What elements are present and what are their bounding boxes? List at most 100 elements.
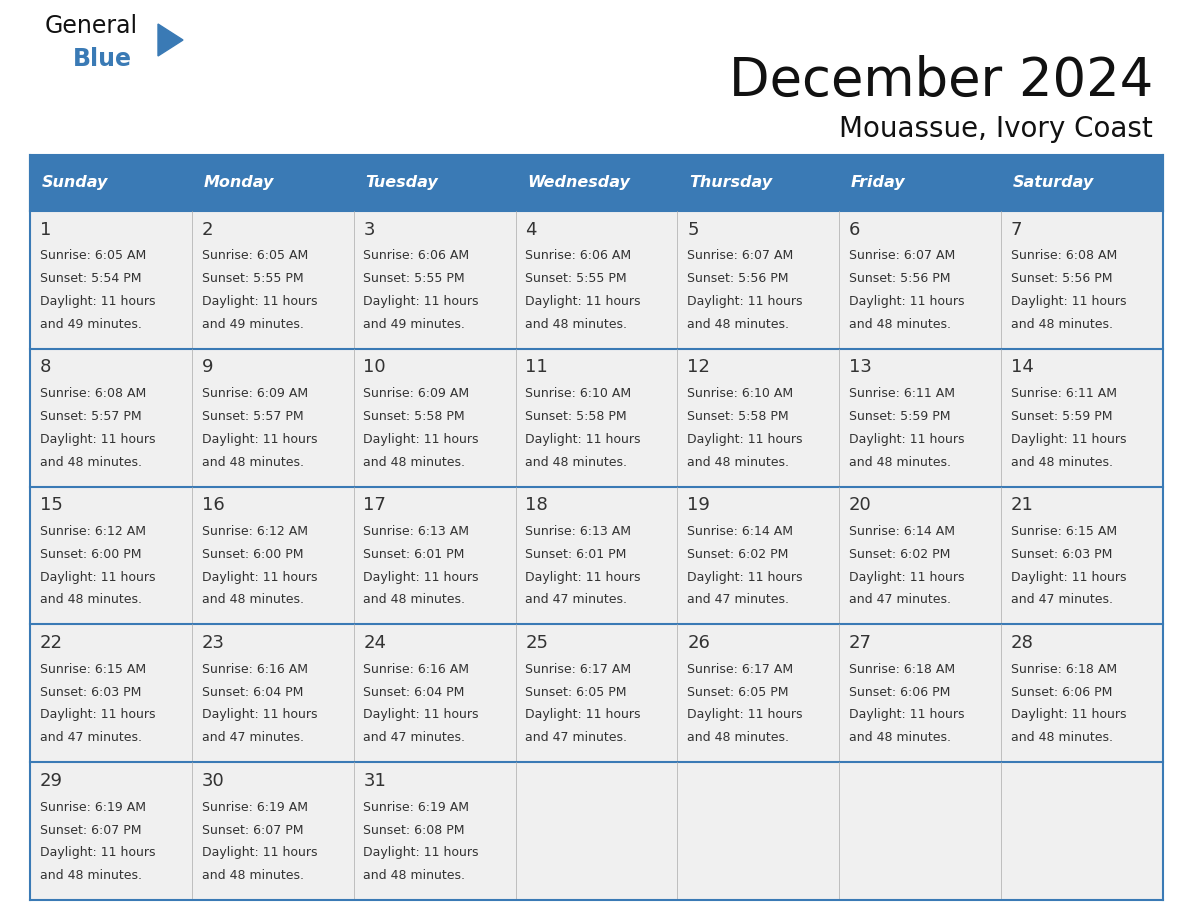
Text: Sunset: 5:57 PM: Sunset: 5:57 PM xyxy=(202,410,303,423)
Text: Daylight: 11 hours: Daylight: 11 hours xyxy=(687,571,803,584)
Bar xyxy=(1001,155,1163,211)
Text: Mouassue, Ivory Coast: Mouassue, Ivory Coast xyxy=(839,115,1154,143)
Text: Sunrise: 6:06 AM: Sunrise: 6:06 AM xyxy=(364,250,469,263)
Bar xyxy=(516,624,677,762)
Text: Daylight: 11 hours: Daylight: 11 hours xyxy=(687,295,803,308)
Bar xyxy=(1001,487,1163,624)
Text: Daylight: 11 hours: Daylight: 11 hours xyxy=(39,295,156,308)
Text: Sunrise: 6:17 AM: Sunrise: 6:17 AM xyxy=(687,663,794,676)
Text: 7: 7 xyxy=(1011,220,1023,239)
Text: Sunset: 5:54 PM: Sunset: 5:54 PM xyxy=(39,273,141,285)
Bar xyxy=(354,155,516,211)
Text: and 48 minutes.: and 48 minutes. xyxy=(39,593,141,607)
Text: Sunrise: 6:09 AM: Sunrise: 6:09 AM xyxy=(364,387,469,400)
Text: Sunset: 6:04 PM: Sunset: 6:04 PM xyxy=(202,686,303,699)
Text: Sunrise: 6:05 AM: Sunrise: 6:05 AM xyxy=(202,250,308,263)
Text: Sunrise: 6:07 AM: Sunrise: 6:07 AM xyxy=(849,250,955,263)
Text: Sunrise: 6:06 AM: Sunrise: 6:06 AM xyxy=(525,250,631,263)
Text: Daylight: 11 hours: Daylight: 11 hours xyxy=(202,432,317,446)
Text: and 47 minutes.: and 47 minutes. xyxy=(525,593,627,607)
Text: 26: 26 xyxy=(687,634,710,652)
Text: Daylight: 11 hours: Daylight: 11 hours xyxy=(364,571,479,584)
Text: Daylight: 11 hours: Daylight: 11 hours xyxy=(1011,295,1126,308)
Text: Sunset: 6:07 PM: Sunset: 6:07 PM xyxy=(202,823,303,836)
Text: Thursday: Thursday xyxy=(689,175,772,190)
Text: and 47 minutes.: and 47 minutes. xyxy=(364,731,466,744)
Text: Daylight: 11 hours: Daylight: 11 hours xyxy=(849,295,965,308)
Text: Sunrise: 6:15 AM: Sunrise: 6:15 AM xyxy=(39,663,146,676)
Text: and 48 minutes.: and 48 minutes. xyxy=(849,731,952,744)
Text: Sunset: 5:55 PM: Sunset: 5:55 PM xyxy=(364,273,465,285)
Bar xyxy=(516,211,677,349)
Text: 4: 4 xyxy=(525,220,537,239)
Text: December 2024: December 2024 xyxy=(728,55,1154,107)
Text: Sunrise: 6:19 AM: Sunrise: 6:19 AM xyxy=(39,800,146,813)
Text: 19: 19 xyxy=(687,496,710,514)
Text: Sunrise: 6:11 AM: Sunrise: 6:11 AM xyxy=(1011,387,1117,400)
Text: and 48 minutes.: and 48 minutes. xyxy=(202,869,304,882)
Bar xyxy=(30,349,191,487)
Text: 6: 6 xyxy=(849,220,860,239)
Text: Sunset: 6:03 PM: Sunset: 6:03 PM xyxy=(39,686,141,699)
Bar xyxy=(354,349,516,487)
Bar xyxy=(30,624,191,762)
Text: and 48 minutes.: and 48 minutes. xyxy=(525,318,627,330)
Text: 21: 21 xyxy=(1011,496,1034,514)
Bar xyxy=(191,624,354,762)
Text: Daylight: 11 hours: Daylight: 11 hours xyxy=(849,432,965,446)
Text: Sunrise: 6:19 AM: Sunrise: 6:19 AM xyxy=(364,800,469,813)
Text: Daylight: 11 hours: Daylight: 11 hours xyxy=(1011,709,1126,722)
Text: and 49 minutes.: and 49 minutes. xyxy=(202,318,303,330)
Text: Daylight: 11 hours: Daylight: 11 hours xyxy=(687,432,803,446)
Text: Sunset: 6:02 PM: Sunset: 6:02 PM xyxy=(687,548,789,561)
Text: Sunrise: 6:16 AM: Sunrise: 6:16 AM xyxy=(364,663,469,676)
Text: 9: 9 xyxy=(202,358,213,376)
Text: 5: 5 xyxy=(687,220,699,239)
Text: Sunset: 6:05 PM: Sunset: 6:05 PM xyxy=(687,686,789,699)
Text: Sunrise: 6:15 AM: Sunrise: 6:15 AM xyxy=(1011,525,1117,538)
Text: Daylight: 11 hours: Daylight: 11 hours xyxy=(202,571,317,584)
Bar xyxy=(516,762,677,900)
Text: Sunrise: 6:05 AM: Sunrise: 6:05 AM xyxy=(39,250,146,263)
Bar xyxy=(839,211,1001,349)
Text: Daylight: 11 hours: Daylight: 11 hours xyxy=(364,432,479,446)
Text: Sunrise: 6:16 AM: Sunrise: 6:16 AM xyxy=(202,663,308,676)
Text: 10: 10 xyxy=(364,358,386,376)
Bar xyxy=(677,155,839,211)
Polygon shape xyxy=(158,24,183,56)
Text: Sunset: 5:58 PM: Sunset: 5:58 PM xyxy=(525,410,627,423)
Text: 20: 20 xyxy=(849,496,872,514)
Text: and 49 minutes.: and 49 minutes. xyxy=(364,318,466,330)
Text: and 48 minutes.: and 48 minutes. xyxy=(849,318,952,330)
Text: Daylight: 11 hours: Daylight: 11 hours xyxy=(849,571,965,584)
Text: 17: 17 xyxy=(364,496,386,514)
Text: Daylight: 11 hours: Daylight: 11 hours xyxy=(364,846,479,859)
Text: 16: 16 xyxy=(202,496,225,514)
Text: 12: 12 xyxy=(687,358,710,376)
Text: Sunset: 6:08 PM: Sunset: 6:08 PM xyxy=(364,823,465,836)
Text: Sunset: 6:01 PM: Sunset: 6:01 PM xyxy=(364,548,465,561)
Text: Sunrise: 6:12 AM: Sunrise: 6:12 AM xyxy=(202,525,308,538)
Text: Sunrise: 6:08 AM: Sunrise: 6:08 AM xyxy=(39,387,146,400)
Text: Daylight: 11 hours: Daylight: 11 hours xyxy=(687,709,803,722)
Text: 24: 24 xyxy=(364,634,386,652)
Text: Sunset: 6:00 PM: Sunset: 6:00 PM xyxy=(202,548,303,561)
Text: Sunrise: 6:11 AM: Sunrise: 6:11 AM xyxy=(849,387,955,400)
Text: Sunrise: 6:14 AM: Sunrise: 6:14 AM xyxy=(849,525,955,538)
Text: 8: 8 xyxy=(39,358,51,376)
Text: Monday: Monday xyxy=(203,175,273,190)
Text: Sunset: 6:03 PM: Sunset: 6:03 PM xyxy=(1011,548,1112,561)
Bar xyxy=(516,155,677,211)
Text: Sunset: 5:58 PM: Sunset: 5:58 PM xyxy=(687,410,789,423)
Text: and 48 minutes.: and 48 minutes. xyxy=(525,455,627,468)
Text: Daylight: 11 hours: Daylight: 11 hours xyxy=(39,432,156,446)
Bar xyxy=(30,211,191,349)
Bar xyxy=(677,349,839,487)
Text: Daylight: 11 hours: Daylight: 11 hours xyxy=(39,571,156,584)
Text: Daylight: 11 hours: Daylight: 11 hours xyxy=(525,571,640,584)
Text: 29: 29 xyxy=(39,772,63,789)
Bar xyxy=(30,155,191,211)
Bar xyxy=(191,349,354,487)
Text: General: General xyxy=(45,14,138,38)
Text: 23: 23 xyxy=(202,634,225,652)
